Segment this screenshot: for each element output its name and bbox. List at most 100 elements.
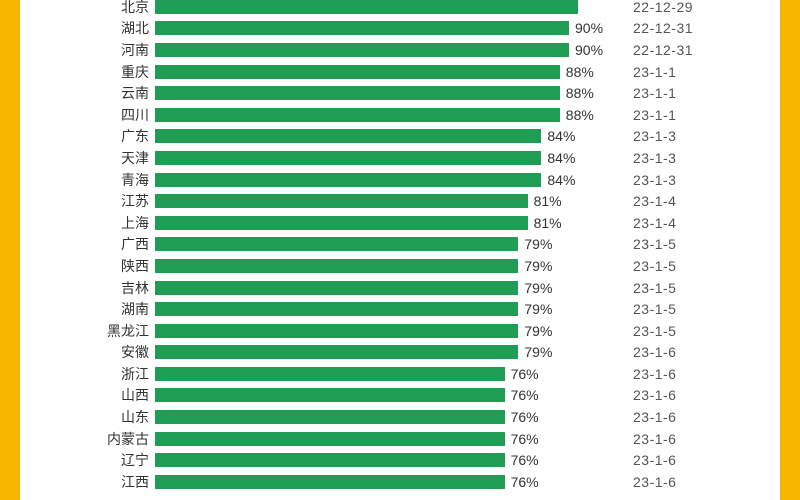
chart-row: 浙江 76% 23-1-6	[30, 363, 770, 385]
bar-fill	[155, 151, 541, 165]
percent-label: 79%	[524, 323, 552, 339]
date-label: 23-1-3	[615, 150, 765, 166]
bar-fill	[155, 281, 518, 295]
row-label: 江苏	[30, 191, 155, 211]
percent-label: 90%	[575, 42, 603, 58]
row-label: 江西	[30, 472, 155, 492]
chart-row: 江西 76% 23-1-6	[30, 471, 770, 493]
percent-label: 76%	[511, 452, 539, 468]
row-label: 安徽	[30, 342, 155, 362]
bar-track: 76%	[155, 428, 615, 450]
date-label: 23-1-3	[615, 172, 765, 188]
row-label: 天津	[30, 148, 155, 168]
percent-label: 79%	[524, 236, 552, 252]
row-label: 辽宁	[30, 450, 155, 470]
percent-label: 84%	[547, 128, 575, 144]
row-label: 内蒙古	[30, 429, 155, 449]
row-label: 浙江	[30, 364, 155, 384]
percent-label: 76%	[511, 409, 539, 425]
chart-row: 黑龙江 79% 23-1-5	[30, 320, 770, 342]
chart-row: 重庆 88% 23-1-1	[30, 61, 770, 83]
row-label: 北京	[30, 0, 155, 17]
chart-row: 河南90%22-12-31	[30, 39, 770, 61]
bar-track: 81%	[155, 190, 615, 212]
percent-label: 79%	[524, 301, 552, 317]
chart-row: 广西79%23-1-5	[30, 234, 770, 256]
date-label: 23-1-6	[615, 474, 765, 490]
percent-label: 76%	[511, 366, 539, 382]
bar-track	[155, 0, 615, 18]
bar-track: 76%	[155, 363, 615, 385]
bar-fill	[155, 108, 560, 122]
bar-track: 90%	[155, 39, 615, 61]
bar-track: 88%	[155, 82, 615, 104]
date-label: 23-1-5	[615, 258, 765, 274]
row-label: 陕西	[30, 256, 155, 276]
date-label: 23-1-4	[615, 215, 765, 231]
percent-label: 88%	[566, 107, 594, 123]
bar-fill	[155, 129, 541, 143]
date-label: 23-1-5	[615, 301, 765, 317]
bar-track: 84%	[155, 147, 615, 169]
row-label: 重庆	[30, 62, 155, 82]
percent-label: 90%	[575, 20, 603, 36]
bar-fill	[155, 324, 518, 338]
bar-track: 79%	[155, 277, 615, 299]
chart-row: 上海81%23-1-4	[30, 212, 770, 234]
row-label: 湖北	[30, 18, 155, 38]
date-label: 23-1-1	[615, 64, 765, 80]
row-label: 四川	[30, 105, 155, 125]
bar-track: 79%	[155, 255, 615, 277]
bar-fill	[155, 345, 518, 359]
chart-row: 天津 84% 23-1-3	[30, 147, 770, 169]
bar-track: 76%	[155, 471, 615, 493]
percent-label: 81%	[534, 193, 562, 209]
date-label: 23-1-6	[615, 344, 765, 360]
date-label: 22-12-29	[615, 0, 765, 15]
chart-row: 安徽79%23-1-6	[30, 342, 770, 364]
bar-fill	[155, 43, 569, 57]
bar-track: 79%	[155, 320, 615, 342]
row-label: 云南	[30, 83, 155, 103]
bar-track: 76%	[155, 406, 615, 428]
date-label: 22-12-31	[615, 20, 765, 36]
date-label: 23-1-4	[615, 193, 765, 209]
chart-row: 山东 76% 23-1-6	[30, 406, 770, 428]
date-label: 23-1-6	[615, 409, 765, 425]
row-label: 河南	[30, 40, 155, 60]
chart-row: 辽宁 76% 23-1-6	[30, 449, 770, 471]
percent-label: 76%	[511, 474, 539, 490]
chart-row: 江苏 81% 23-1-4	[30, 190, 770, 212]
percent-label: 88%	[566, 85, 594, 101]
date-label: 23-1-5	[615, 323, 765, 339]
bar-track: 88%	[155, 104, 615, 126]
bar-track: 76%	[155, 385, 615, 407]
bar-track: 79%	[155, 234, 615, 256]
bar-fill	[155, 302, 518, 316]
date-label: 23-1-6	[615, 431, 765, 447]
bar-fill	[155, 65, 560, 79]
date-label: 23-1-6	[615, 452, 765, 468]
bar-track: 84%	[155, 126, 615, 148]
row-label: 吉林	[30, 278, 155, 298]
chart-row: 陕西 79% 23-1-5	[30, 255, 770, 277]
percent-label: 79%	[524, 258, 552, 274]
chart-row: 四川88%23-1-1	[30, 104, 770, 126]
chart-row: 湖南 79% 23-1-5	[30, 298, 770, 320]
bar-track: 88%	[155, 61, 615, 83]
bar-fill	[155, 388, 505, 402]
bar-fill	[155, 237, 518, 251]
bar-track: 81%	[155, 212, 615, 234]
percent-label: 88%	[566, 64, 594, 80]
bar-track: 76%	[155, 449, 615, 471]
row-label: 山西	[30, 385, 155, 405]
date-label: 23-1-6	[615, 366, 765, 382]
bar-fill	[155, 194, 528, 208]
chart-row: 湖北 90% 22-12-31	[30, 18, 770, 40]
row-label: 黑龙江	[30, 321, 155, 341]
row-label: 山东	[30, 407, 155, 427]
row-label: 广西	[30, 234, 155, 254]
row-label: 湖南	[30, 299, 155, 319]
bar-fill	[155, 173, 541, 187]
percent-label: 84%	[547, 150, 575, 166]
